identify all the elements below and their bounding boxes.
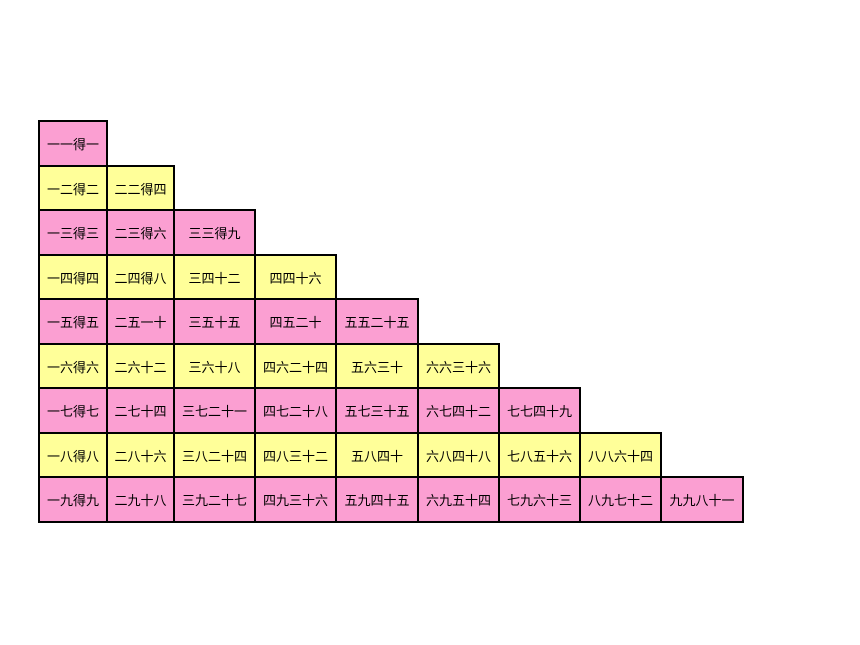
table-cell: 一四得四 (38, 254, 108, 300)
table-cell: 一二得二 (38, 165, 108, 211)
table-cell: 二七十四 (106, 387, 175, 434)
table-cell: 三五十五 (173, 298, 256, 345)
table-cell: 一三得三 (38, 209, 108, 256)
table-cell: 三六十八 (173, 343, 256, 389)
table-cell: 三七二十一 (173, 387, 256, 434)
table-cell: 四七二十八 (254, 387, 337, 434)
table-cell: 四八三十二 (254, 432, 337, 478)
table-cell: 二二得四 (106, 165, 175, 211)
table-cell: 六八四十八 (417, 432, 500, 478)
table-cell: 二五一十 (106, 298, 175, 345)
table-cell: 四四十六 (254, 254, 337, 300)
table-cell: 二六十二 (106, 343, 175, 389)
table-cell: 七七四十九 (498, 387, 581, 434)
table-cell: 二三得六 (106, 209, 175, 256)
table-cell: 四六二十四 (254, 343, 337, 389)
table-cell: 六六三十六 (417, 343, 500, 389)
table-cell: 七九六十三 (498, 476, 581, 523)
table-cell: 五九四十五 (335, 476, 419, 523)
table-cell: 一五得五 (38, 298, 108, 345)
table-cell: 六九五十四 (417, 476, 500, 523)
table-cell: 一九得九 (38, 476, 108, 523)
table-cell: 二九十八 (106, 476, 175, 523)
table-cell: 二八十六 (106, 432, 175, 478)
table-cell: 三八二十四 (173, 432, 256, 478)
table-cell: 二四得八 (106, 254, 175, 300)
table-cell: 四五二十 (254, 298, 337, 345)
table-cell: 六七四十二 (417, 387, 500, 434)
table-cell: 八八六十四 (579, 432, 662, 478)
table-cell: 五七三十五 (335, 387, 419, 434)
table-cell: 三三得九 (173, 209, 256, 256)
table-cell: 三九二十七 (173, 476, 256, 523)
table-cell: 一八得八 (38, 432, 108, 478)
table-cell: 一七得七 (38, 387, 108, 434)
table-cell: 一六得六 (38, 343, 108, 389)
table-cell: 三四十二 (173, 254, 256, 300)
table-cell: 八九七十二 (579, 476, 662, 523)
table-cell: 四九三十六 (254, 476, 337, 523)
table-cell: 五五二十五 (335, 298, 419, 345)
table-cell: 七八五十六 (498, 432, 581, 478)
table-cell: 五八四十 (335, 432, 419, 478)
table-cell: 一一得一 (38, 120, 108, 167)
table-cell: 九九八十一 (660, 476, 744, 523)
table-cell: 五六三十 (335, 343, 419, 389)
